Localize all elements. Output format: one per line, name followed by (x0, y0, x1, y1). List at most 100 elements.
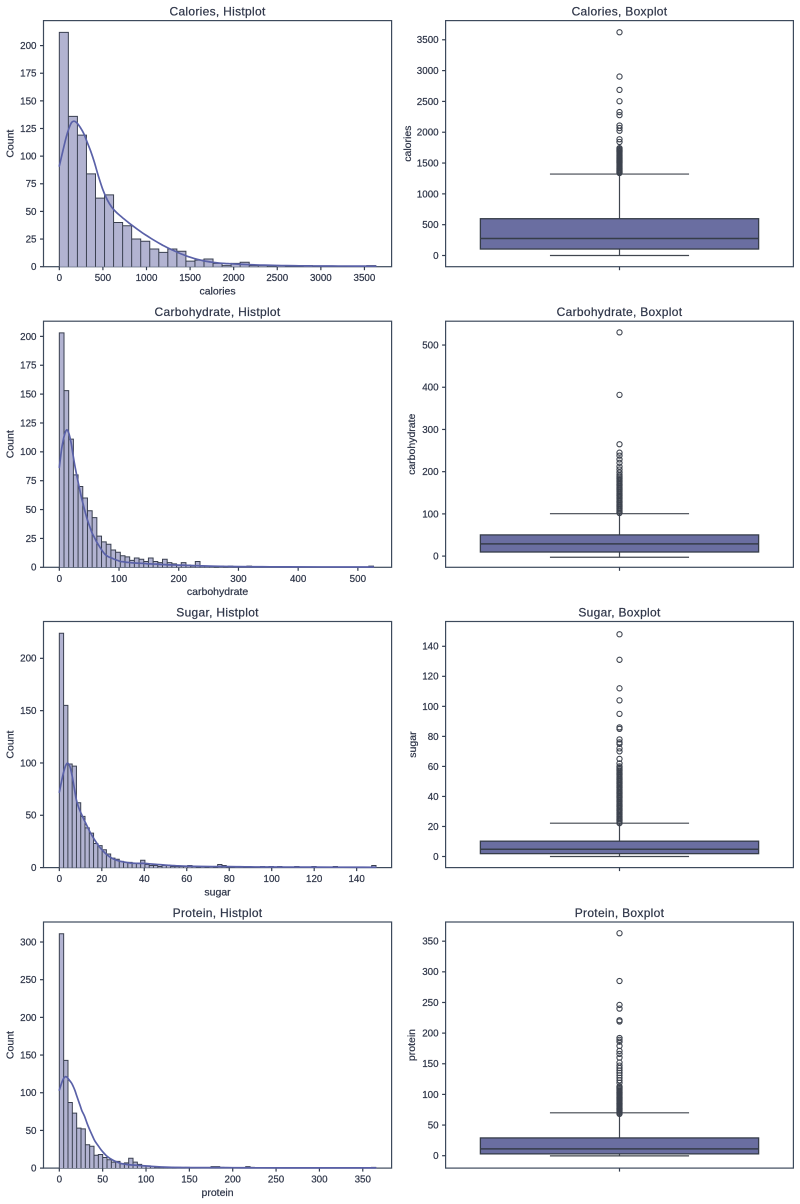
svg-text:3000: 3000 (310, 273, 332, 284)
svg-text:125: 125 (20, 418, 37, 429)
svg-text:75: 75 (26, 476, 37, 487)
svg-text:50: 50 (26, 505, 37, 516)
svg-text:250: 250 (422, 998, 439, 1009)
svg-text:2500: 2500 (417, 97, 439, 108)
svg-text:2000: 2000 (223, 273, 245, 284)
svg-text:100: 100 (138, 1175, 155, 1186)
svg-text:50: 50 (26, 207, 37, 218)
svg-text:Carbohydrate, Boxplot: Carbohydrate, Boxplot (557, 305, 683, 319)
svg-text:20: 20 (96, 874, 107, 885)
svg-text:300: 300 (422, 967, 439, 978)
svg-text:0: 0 (57, 574, 63, 585)
svg-text:150: 150 (181, 1175, 198, 1186)
svg-text:3000: 3000 (417, 66, 439, 77)
svg-text:Carbohydrate, Histplot: Carbohydrate, Histplot (155, 305, 281, 319)
svg-text:175: 175 (20, 361, 37, 372)
svg-text:1000: 1000 (417, 189, 439, 200)
svg-text:350: 350 (355, 1175, 372, 1186)
svg-text:0: 0 (31, 262, 37, 273)
svg-text:Protein, Boxplot: Protein, Boxplot (575, 906, 665, 920)
svg-text:200: 200 (171, 574, 188, 585)
svg-text:Count: Count (5, 730, 17, 758)
svg-text:100: 100 (20, 152, 37, 163)
svg-text:100: 100 (422, 509, 439, 520)
svg-text:300: 300 (230, 574, 247, 585)
svg-text:Calories, Histplot: Calories, Histplot (169, 4, 265, 18)
svg-text:300: 300 (422, 425, 439, 436)
svg-text:80: 80 (224, 874, 235, 885)
svg-text:120: 120 (306, 874, 323, 885)
svg-text:75: 75 (26, 179, 37, 190)
svg-text:60: 60 (181, 874, 192, 885)
svg-text:350: 350 (422, 937, 439, 948)
svg-text:60: 60 (428, 762, 439, 773)
svg-text:0: 0 (57, 874, 63, 885)
svg-text:100: 100 (264, 874, 281, 885)
svg-text:140: 140 (422, 642, 439, 653)
svg-text:0: 0 (31, 1164, 37, 1175)
svg-text:3500: 3500 (354, 273, 376, 284)
svg-text:250: 250 (20, 975, 37, 986)
svg-text:500: 500 (95, 273, 112, 284)
svg-text:2500: 2500 (266, 273, 288, 284)
svg-text:150: 150 (20, 706, 37, 717)
svg-text:50: 50 (26, 1126, 37, 1137)
svg-text:125: 125 (20, 124, 37, 135)
svg-text:protein: protein (406, 1029, 418, 1061)
svg-text:40: 40 (428, 792, 439, 803)
svg-text:120: 120 (422, 672, 439, 683)
svg-text:175: 175 (20, 69, 37, 80)
svg-text:calories: calories (402, 126, 414, 162)
svg-text:100: 100 (422, 1090, 439, 1101)
svg-text:sugar: sugar (204, 886, 231, 898)
svg-text:0: 0 (31, 863, 37, 874)
svg-text:0: 0 (433, 251, 439, 262)
svg-text:1000: 1000 (136, 273, 158, 284)
svg-text:25: 25 (26, 534, 37, 545)
svg-text:protein: protein (201, 1187, 233, 1199)
svg-text:Count: Count (5, 130, 17, 158)
svg-text:300: 300 (20, 937, 37, 948)
svg-text:100: 100 (20, 1088, 37, 1099)
svg-text:150: 150 (20, 390, 37, 401)
svg-text:25: 25 (26, 234, 37, 245)
svg-text:2000: 2000 (417, 128, 439, 139)
svg-text:200: 200 (20, 41, 37, 52)
svg-text:150: 150 (422, 1059, 439, 1070)
svg-text:20: 20 (428, 822, 439, 833)
svg-text:40: 40 (139, 874, 150, 885)
svg-text:1500: 1500 (417, 158, 439, 169)
svg-text:Sugar, Boxplot: Sugar, Boxplot (578, 605, 661, 619)
svg-text:400: 400 (290, 574, 307, 585)
svg-text:50: 50 (26, 811, 37, 822)
svg-text:200: 200 (20, 332, 37, 343)
svg-text:150: 150 (20, 96, 37, 107)
svg-text:80: 80 (428, 732, 439, 743)
svg-text:0: 0 (31, 563, 37, 574)
svg-text:400: 400 (422, 383, 439, 394)
svg-text:140: 140 (348, 874, 365, 885)
svg-text:Sugar, Histplot: Sugar, Histplot (176, 605, 259, 619)
svg-text:300: 300 (311, 1175, 328, 1186)
svg-text:Count: Count (5, 430, 17, 458)
svg-text:0: 0 (433, 552, 439, 563)
svg-text:Protein, Histplot: Protein, Histplot (173, 906, 263, 920)
svg-text:50: 50 (428, 1120, 439, 1131)
svg-text:500: 500 (422, 340, 439, 351)
svg-text:500: 500 (350, 574, 367, 585)
svg-text:calories: calories (199, 286, 235, 298)
svg-text:200: 200 (225, 1175, 242, 1186)
svg-text:0: 0 (433, 1151, 439, 1162)
svg-text:Count: Count (5, 1031, 17, 1059)
svg-text:150: 150 (20, 1050, 37, 1061)
svg-text:Calories, Boxplot: Calories, Boxplot (572, 4, 668, 18)
svg-text:200: 200 (422, 467, 439, 478)
svg-text:0: 0 (433, 852, 439, 863)
svg-text:200: 200 (20, 654, 37, 665)
svg-text:0: 0 (57, 1175, 63, 1186)
svg-text:sugar: sugar (407, 731, 419, 758)
svg-text:100: 100 (111, 574, 128, 585)
svg-text:50: 50 (97, 1175, 108, 1186)
svg-text:500: 500 (422, 220, 439, 231)
svg-text:carbohydrate: carbohydrate (406, 413, 418, 474)
